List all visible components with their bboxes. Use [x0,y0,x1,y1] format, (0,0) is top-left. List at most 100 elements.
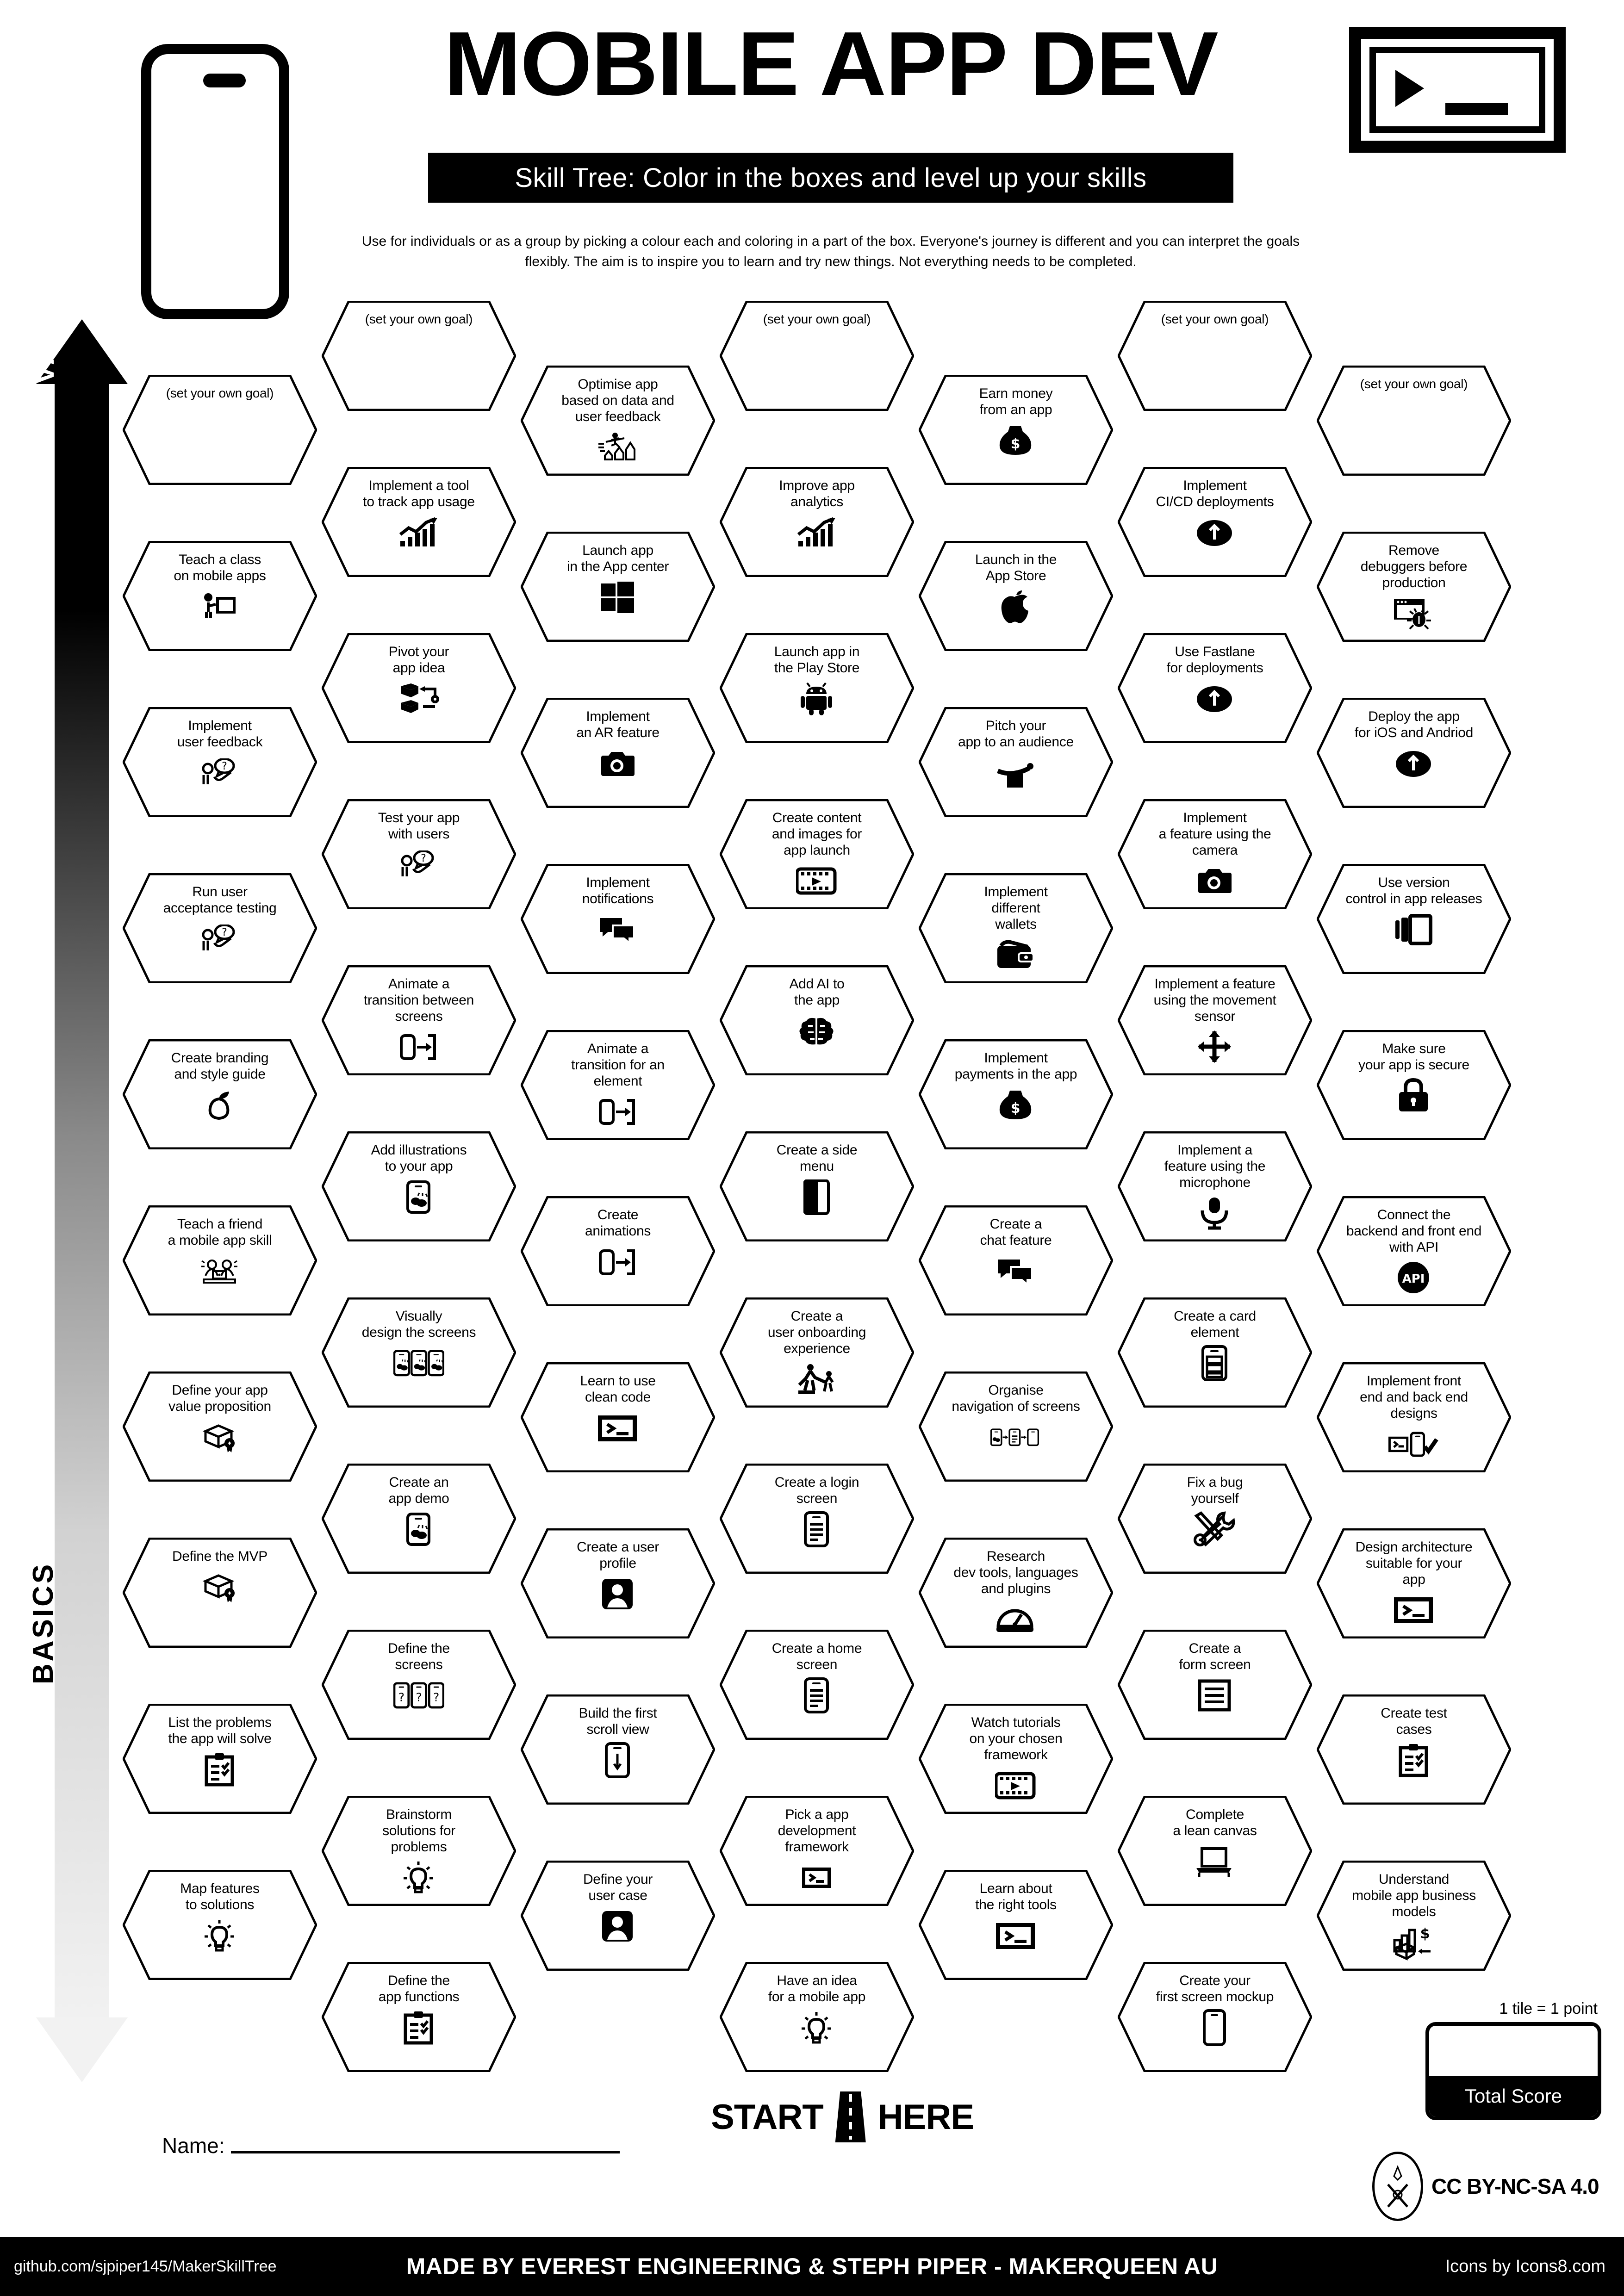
terminal-icon [592,1409,643,1447]
skill-tile[interactable]: Create animations [521,1196,715,1306]
skill-tile[interactable]: Add illustrations to your app [322,1131,516,1241]
skill-tile[interactable]: Learn to use clean code [521,1362,715,1472]
skill-tile[interactable]: Create content and images for app launch [720,799,914,909]
license-group: CC BY-NC-SA 4.0 [1372,2152,1599,2221]
skill-tile-label: Define your app value proposition [168,1383,271,1414]
speech-bubbles-icon [592,911,643,949]
skill-tile[interactable]: Complete a lean canvas [1118,1796,1312,1906]
skill-tile[interactable]: Pick a app development framework [720,1796,914,1906]
skill-tile[interactable]: Teach a class on mobile apps [123,541,317,651]
skill-tile[interactable]: Create a side menu [720,1131,914,1241]
skill-tile[interactable]: Implement front end and back end designs [1317,1362,1511,1472]
skill-tile[interactable]: Add AI to the app [720,965,914,1075]
skill-tile[interactable]: Create a chat feature [919,1205,1113,1316]
skill-tile[interactable]: Implement a feature using the camera [1118,799,1312,909]
skill-tile-label: Animate a transition for an element [571,1041,665,1089]
skill-tile[interactable]: Implement an AR feature [521,698,715,808]
skill-tile[interactable]: Implement a tool to track app usage [322,467,516,577]
skill-tile-label: List the problems the app will solve [168,1715,272,1746]
skill-tile[interactable]: Watch tutorials on your chosen framework [919,1704,1113,1814]
skill-tile-label: Create animations [585,1207,651,1239]
skill-tile[interactable]: (set your own goal) [1118,301,1312,411]
skill-tile[interactable]: Improve app analytics [720,467,914,577]
skill-tile[interactable]: Earn money from an app $ [919,375,1113,485]
skill-tile[interactable]: Launch app in the App center [521,532,715,642]
skill-tile[interactable]: Define your app value proposition [123,1371,317,1482]
skill-tile[interactable]: Implement CI/CD deployments [1118,467,1312,577]
footer-icons-credit[interactable]: Icons by Icons8.com [1445,2256,1605,2276]
skill-tile[interactable]: Understand mobile app business models $ [1317,1861,1511,1971]
skill-tile[interactable]: Build the first scroll view [521,1694,715,1805]
skill-tile[interactable]: Optimise app based on data and user feedba… [521,366,715,476]
skill-tile-label: Improve app analytics [779,478,855,509]
skill-tile[interactable]: Learn about the right tools [919,1870,1113,1980]
footer-repo-link[interactable]: github.com/sjpiper145/MakerSkillTree [14,2257,277,2275]
skill-tile[interactable]: Have an idea for a mobile app [720,1962,914,2072]
clipboard-check-icon [1388,1742,1439,1780]
skill-tile[interactable]: (set your own goal) [1317,366,1511,476]
score-fill [1429,2076,1598,2116]
skill-tile[interactable]: Pitch your app to an audience [919,707,1113,817]
skill-tile[interactable]: Create a card element [1118,1297,1312,1408]
skill-tile[interactable]: Map features to solutions [123,1870,317,1980]
skill-tile[interactable]: Define your user case [521,1861,715,1971]
skill-tile[interactable]: Connect the backend and front end with API… [1317,1196,1511,1306]
skill-tile[interactable]: Research dev tools, languages and plugins [919,1538,1113,1648]
skill-tile[interactable]: Use Fastlane for deployments [1118,633,1312,743]
skill-tile[interactable]: Deploy the app for iOS and Andriod [1317,698,1511,808]
skill-tile[interactable]: Create your first screen mockup [1118,1962,1312,2072]
skill-tile[interactable]: Implement different wallets [919,873,1113,983]
skill-tile[interactable]: (set your own goal) [720,301,914,411]
skill-tile[interactable]: (set your own goal) [123,375,317,485]
skill-tile[interactable]: Create a home screen [720,1630,914,1740]
box-badge-icon [194,1419,245,1457]
skill-tile[interactable]: Organise navigation of screens [919,1371,1113,1482]
skill-tile-label: Deploy the app for iOS and Andriod [1354,709,1474,740]
skill-tile[interactable]: Implement a feature using the movement sen… [1118,965,1312,1075]
skill-tile[interactable]: Create a login screen [720,1464,914,1574]
skill-tile[interactable]: Design architecture suitable for your app [1317,1528,1511,1638]
skill-tile[interactable]: Animate a transition between screens [322,965,516,1075]
maker-seal-icon [1372,2152,1423,2221]
skill-tile[interactable]: Brainstorm solutions for problems [322,1796,516,1906]
skill-tile-label: Fix a bug yourself [1187,1475,1243,1506]
name-input[interactable] [231,2151,620,2153]
skill-tile[interactable]: List the problems the app will solve [123,1704,317,1814]
skill-tile[interactable]: Remove debuggers before production [1317,532,1511,642]
skill-tile[interactable]: Use version control in app releases [1317,864,1511,974]
skill-tile-label: Map features to solutions [180,1881,260,1912]
page-footer: github.com/sjpiper145/MakerSkillTree MAD… [0,2237,1624,2296]
skill-tile[interactable]: Pivot your app idea [322,633,516,743]
skill-tile[interactable]: Test your app with users ? [322,799,516,909]
skill-tile[interactable]: Launch app in the Play Store [720,633,914,743]
skill-tile[interactable]: Create a user profile [521,1528,715,1638]
skill-tile[interactable]: Define the MVP [123,1538,317,1648]
skill-tile-label: Understand mobile app business models [1352,1872,1476,1919]
skill-tile[interactable]: Implement notifications [521,864,715,974]
score-box[interactable]: Total Score [1425,2022,1601,2120]
skill-tile[interactable]: Create a user onboarding experience [720,1297,914,1408]
skill-tile-label: Implement a tool to track app usage [363,478,475,509]
skill-tile[interactable]: Teach a friend a mobile app skill [123,1205,317,1316]
skill-tile[interactable]: Create an app demo [322,1464,516,1574]
skill-tile[interactable]: Implement a feature using the microphone [1118,1131,1312,1241]
skill-tile[interactable]: Make sure your app is secure [1317,1030,1511,1140]
skill-tile[interactable]: Implement payments in the app $ [919,1039,1113,1149]
svg-text:API: API [1402,1272,1425,1286]
skill-tile[interactable]: Define the app functions [322,1962,516,2072]
skill-tile-label: Use version control in app releases [1345,875,1482,906]
skill-tile[interactable]: Define the screens ? ? ? [322,1630,516,1740]
skill-tile[interactable]: Create a form screen [1118,1630,1312,1740]
microphone-icon [1189,1194,1240,1232]
skill-tile[interactable]: Implement user feedback ? [123,707,317,817]
skill-tile[interactable]: Run user acceptance testing ? [123,873,317,983]
skill-tile[interactable]: Launch in the App Store [919,541,1113,651]
skill-tile-label: Complete a lean canvas [1173,1807,1257,1838]
skill-tile[interactable]: (set your own goal) [322,301,516,411]
skill-tile[interactable]: Create test cases [1317,1694,1511,1805]
skill-tile[interactable]: Visually design the screens [322,1297,516,1408]
skill-tile-label: Research dev tools, languages and plugins [953,1549,1078,1596]
skill-tile[interactable]: Fix a bug yourself [1118,1464,1312,1574]
skill-tile[interactable]: Create branding and style guide [123,1039,317,1149]
skill-tile[interactable]: Animate a transition for an element [521,1030,715,1140]
